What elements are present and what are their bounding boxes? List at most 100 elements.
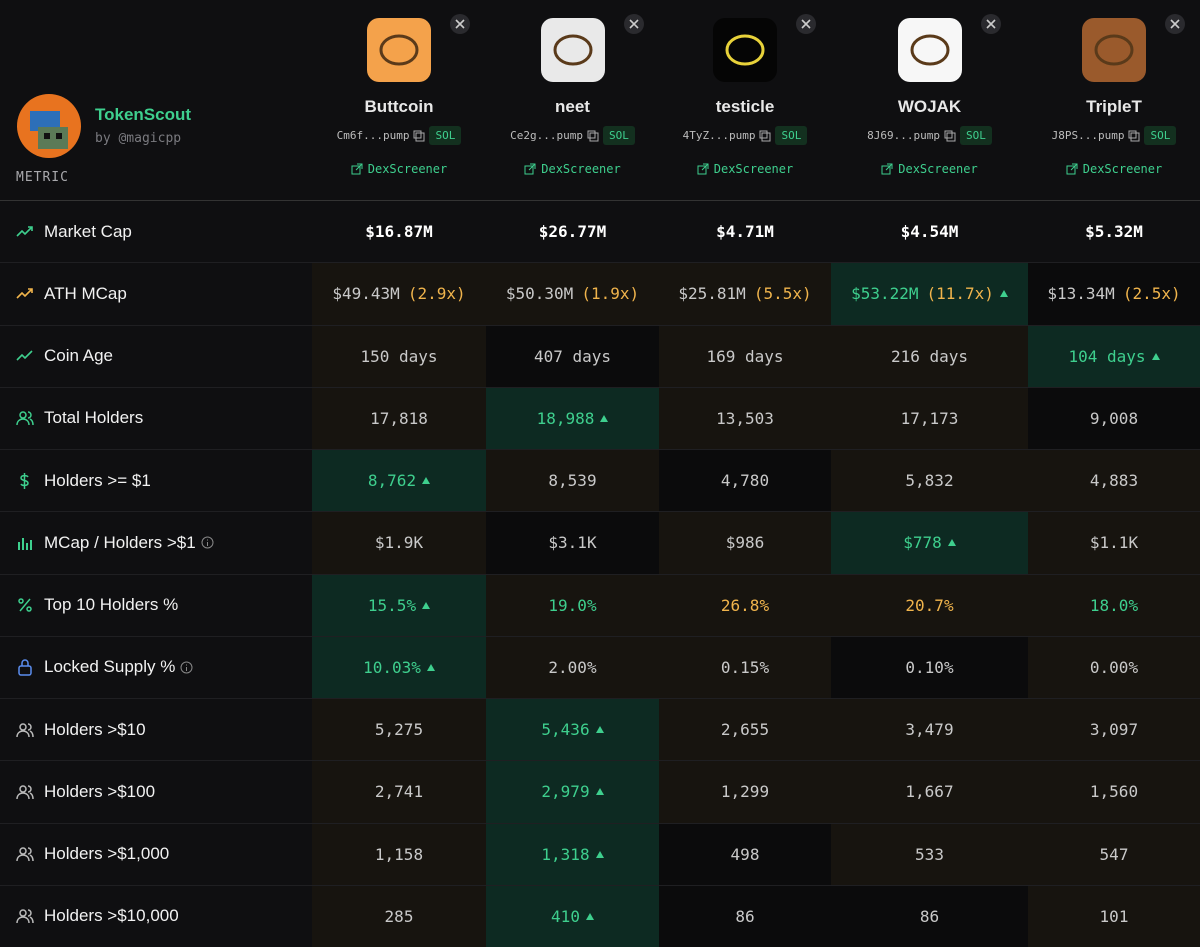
metric-text: MCap / Holders >$1 bbox=[44, 532, 196, 552]
value-cell: 0.10% bbox=[831, 635, 1028, 698]
value-text: 0.15% bbox=[720, 657, 770, 677]
value-text: 5,832 bbox=[905, 471, 954, 491]
dexscreener-link[interactable]: DexScreener bbox=[1028, 162, 1200, 176]
value-cell: 547 bbox=[1028, 822, 1200, 885]
value-cell: 20.7% bbox=[831, 573, 1028, 636]
copy-icon bbox=[759, 130, 771, 141]
coin-name: testicle bbox=[715, 97, 775, 116]
metric-text: Top 10 Holders % bbox=[44, 595, 179, 615]
value-cell: 169 days bbox=[659, 324, 831, 387]
avatar bbox=[17, 94, 81, 158]
up-arrow bbox=[999, 290, 1008, 298]
metric-icon bbox=[16, 722, 34, 737]
value-text: 86 bbox=[919, 906, 940, 926]
copy-icon bbox=[944, 130, 956, 141]
metric-label: Coin Age bbox=[0, 324, 312, 387]
value-text: $25.81M bbox=[678, 284, 746, 304]
link-icon bbox=[351, 163, 363, 175]
up-arrow bbox=[1151, 352, 1160, 360]
value-cell: 9,008 bbox=[1028, 386, 1200, 449]
value-cell: $50.30M (1.9x) bbox=[486, 262, 659, 325]
value-cell: 2.00% bbox=[486, 635, 659, 698]
value-cell: 1,667 bbox=[831, 760, 1028, 823]
metric-label: Total Holders bbox=[0, 386, 312, 449]
value-text: 20.7% bbox=[905, 595, 954, 615]
value-cell: 18.0% bbox=[1028, 573, 1200, 636]
value-text: 8,762 bbox=[367, 471, 417, 491]
metric-header: METRIC bbox=[16, 170, 69, 185]
link-icon bbox=[1066, 163, 1078, 175]
dexscreener-link[interactable]: DexScreener bbox=[831, 162, 1028, 176]
metric-text: ATH MCap bbox=[44, 283, 127, 303]
value-text: 17,818 bbox=[370, 408, 428, 428]
value-cell: 3,479 bbox=[831, 698, 1028, 761]
metric-icon bbox=[18, 659, 32, 677]
value-cell: 2,655 bbox=[659, 698, 831, 761]
metric-label: ATH MCap bbox=[0, 262, 312, 324]
address-row: J8PS...pump SOL bbox=[1028, 126, 1200, 145]
metric-label: Holders >$1,000 bbox=[0, 822, 312, 885]
chain-badge: SOL bbox=[959, 126, 992, 145]
metric-text: Holders >= $1 bbox=[44, 470, 151, 490]
value-cell: 15.5% bbox=[312, 573, 486, 636]
value-text: $778 bbox=[903, 533, 942, 553]
value-cell: 533 bbox=[831, 822, 1028, 885]
link-icon bbox=[524, 163, 536, 175]
value-cell: $26.77M bbox=[486, 200, 659, 263]
metric-label: Holders >$100 bbox=[0, 760, 312, 822]
value-text: $4.54M bbox=[900, 222, 959, 242]
value-cell: 19.0% bbox=[486, 573, 659, 636]
link-icon bbox=[881, 163, 893, 175]
brand: TokenScout bbox=[95, 105, 192, 124]
ath-multiple: (2.5x) bbox=[1122, 284, 1181, 304]
metric-icon bbox=[16, 288, 33, 299]
up-arrow bbox=[600, 414, 609, 422]
value-cell: $4.54M bbox=[831, 200, 1028, 263]
value-cell: 17,173 bbox=[831, 386, 1028, 449]
value-text: 9,008 bbox=[1089, 408, 1139, 428]
up-arrow bbox=[947, 539, 956, 547]
value-text: $4.71M bbox=[716, 222, 774, 242]
address-row: Cm6f...pump SOL bbox=[312, 126, 486, 145]
value-text: 1,560 bbox=[1089, 782, 1139, 802]
value-text: 3,479 bbox=[905, 720, 954, 740]
address: Ce2g...pump bbox=[510, 129, 583, 142]
value-text: 407 days bbox=[533, 346, 612, 366]
value-text: 104 days bbox=[1068, 346, 1146, 366]
metric-text: Holders >$100 bbox=[44, 781, 156, 801]
value-text: 8,539 bbox=[548, 471, 597, 491]
value-text: 498 bbox=[730, 844, 760, 864]
value-cell: $778 bbox=[831, 511, 1028, 574]
coin-logo bbox=[367, 18, 431, 82]
value-text: 533 bbox=[915, 844, 944, 864]
value-text: 86 bbox=[735, 906, 755, 926]
up-arrow bbox=[595, 726, 604, 734]
address: Cm6f...pump bbox=[336, 129, 410, 142]
info-icon bbox=[180, 661, 193, 674]
close-button bbox=[1165, 14, 1185, 34]
value-text: 3,097 bbox=[1089, 720, 1139, 740]
value-text: $1.1K bbox=[1089, 533, 1139, 553]
address-row: Ce2g...pump SOL bbox=[486, 126, 659, 145]
dexscreener-link[interactable]: DexScreener bbox=[486, 162, 659, 176]
link-icon bbox=[697, 163, 709, 175]
coin-logo bbox=[540, 18, 605, 82]
value-text: 0.10% bbox=[905, 657, 954, 677]
coin-logo bbox=[1082, 18, 1146, 82]
value-text: 150 days bbox=[360, 346, 438, 366]
close-button bbox=[450, 14, 470, 34]
metric-icon bbox=[18, 537, 32, 550]
value-cell: 2,741 bbox=[312, 760, 486, 823]
dexscreener-link[interactable]: DexScreener bbox=[659, 162, 831, 176]
dexscreener-link[interactable]: DexScreener bbox=[312, 162, 486, 176]
metric-icon bbox=[16, 350, 33, 361]
value-cell: $4.71M bbox=[659, 200, 831, 263]
value-cell: 1,318 bbox=[486, 822, 659, 885]
address: 8J69...pump bbox=[867, 129, 940, 142]
value-text: 2.00% bbox=[548, 657, 597, 677]
copy-icon bbox=[1128, 130, 1140, 141]
value-text: 101 bbox=[1099, 906, 1129, 926]
metric-icon bbox=[16, 847, 34, 862]
value-text: 1,318 bbox=[541, 844, 590, 864]
